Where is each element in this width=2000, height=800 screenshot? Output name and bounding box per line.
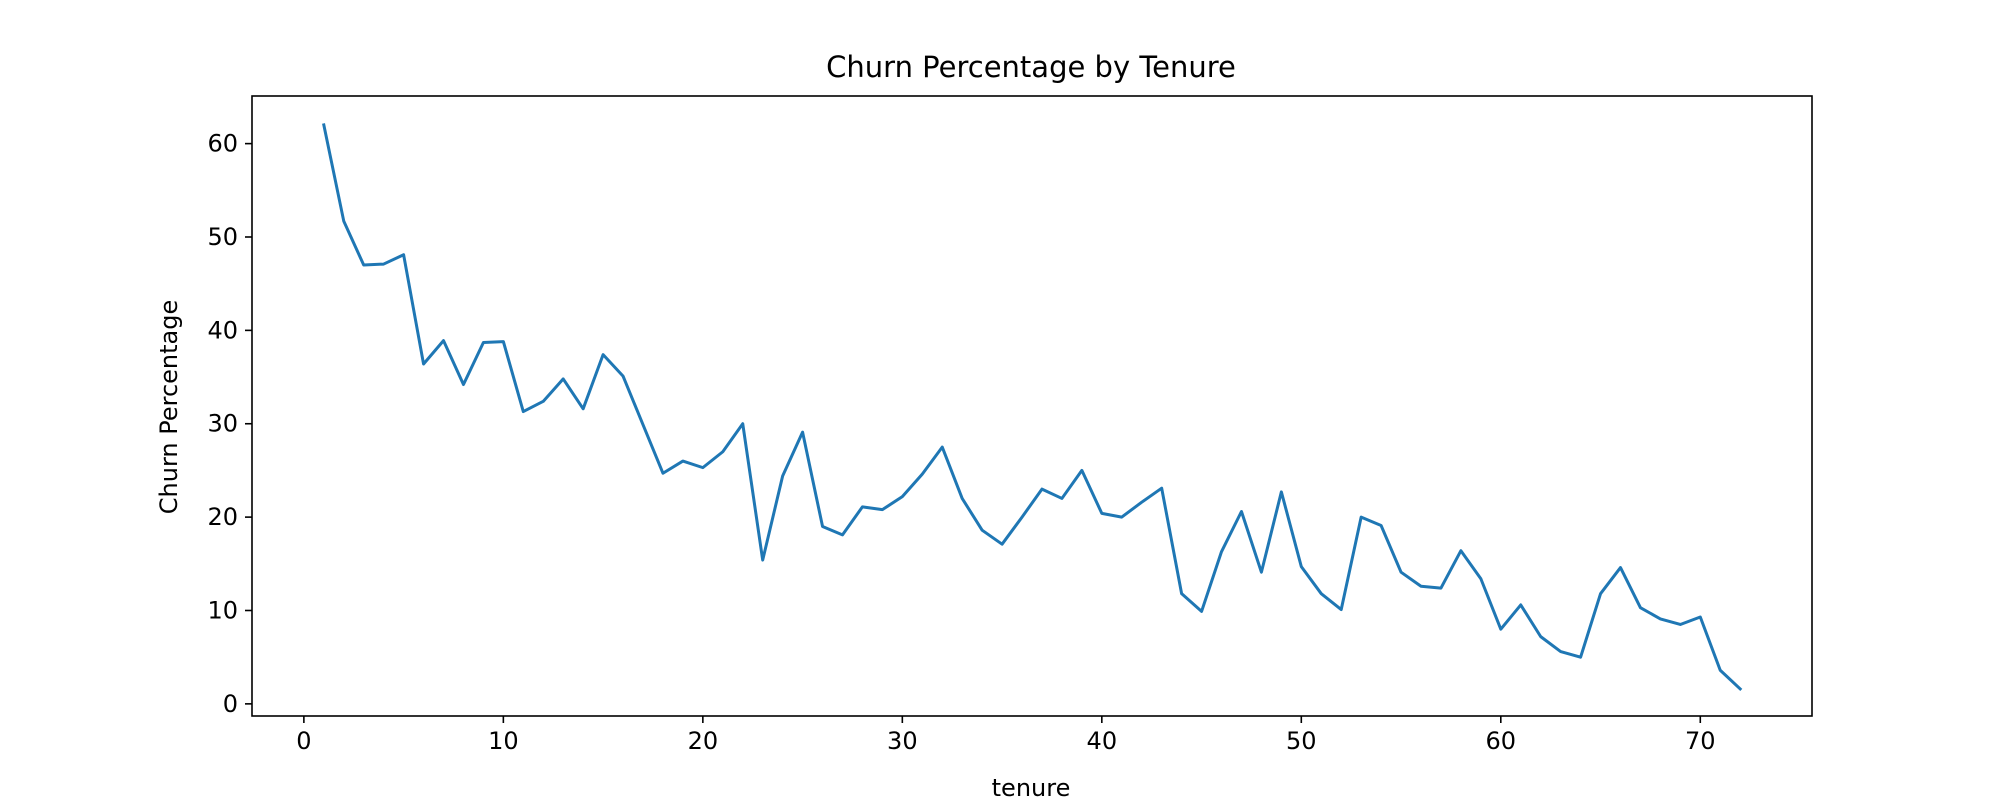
y-axis-title: Churn Percentage: [155, 300, 183, 514]
x-tick-label: 50: [1286, 727, 1317, 755]
x-tick-label: 30: [887, 727, 918, 755]
y-tick-label: 10: [207, 596, 238, 624]
x-tick-label: 0: [296, 727, 311, 755]
axes-frame: [251, 95, 1813, 717]
y-tick-label: 20: [207, 503, 238, 531]
plot-area: 0 10 20 30 40 50 60 70 0 10 20 30 40 50 60: [207, 95, 1813, 755]
series-line: [322, 123, 1743, 692]
y-tick-label: 60: [207, 130, 238, 158]
x-tick-label: 20: [688, 727, 719, 755]
x-tick-label: 60: [1486, 727, 1517, 755]
y-tick-label: 40: [207, 316, 238, 344]
y-tick-label: 50: [207, 223, 238, 251]
x-tick-label: 10: [488, 727, 519, 755]
y-tick-label: 30: [207, 410, 238, 438]
x-axis-title: tenure: [992, 774, 1071, 800]
chart-title: Churn Percentage by Tenure: [826, 50, 1236, 84]
x-tick-label: 40: [1087, 727, 1118, 755]
x-tick-label: 70: [1685, 727, 1716, 755]
y-tick-label: 0: [223, 690, 238, 718]
